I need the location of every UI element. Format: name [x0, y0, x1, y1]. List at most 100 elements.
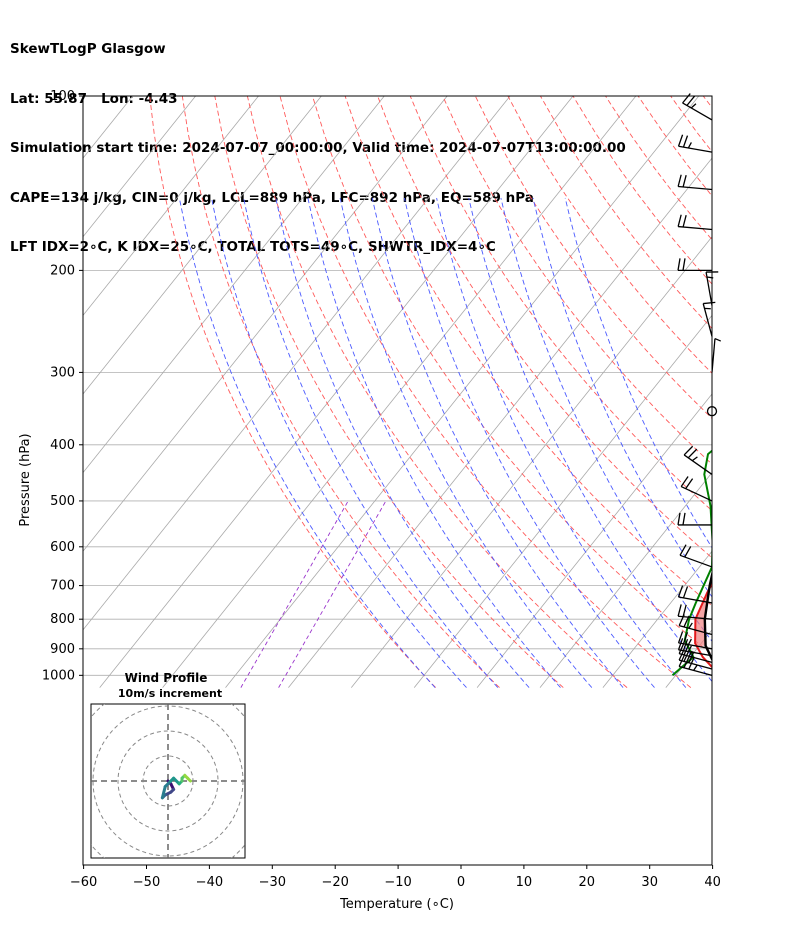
wind-barb-flag	[703, 301, 716, 305]
y-axis-label: Pressure (hPa)	[18, 433, 33, 526]
dry-adiabat-line	[702, 96, 712, 109]
wind-barb-flag	[682, 93, 691, 104]
dry-adiabat-line	[474, 96, 712, 420]
wind-barb-flag	[683, 445, 694, 456]
hodograph-subtitle: 10m/s increment	[118, 687, 222, 700]
x-tick-label: 10	[516, 875, 533, 890]
x-tick-label: 40	[704, 875, 721, 890]
wind-barb-flag	[679, 544, 687, 556]
hodograph-segment	[160, 785, 167, 800]
parcel-line	[703, 569, 712, 662]
dry-adiabat-line	[768, 96, 794, 688]
moist-adiabat-line	[243, 197, 499, 688]
isotherm-line	[162, 96, 637, 688]
calm-wind-circle	[706, 406, 718, 417]
moist-adiabat-line	[307, 197, 561, 688]
hodograph-ring	[142, 755, 194, 807]
wind-barb-shaft	[679, 554, 713, 568]
moist-adiabat-line	[403, 197, 655, 688]
wind-barb-shaft	[680, 485, 713, 502]
wind-barb-flag	[691, 456, 698, 462]
wind-barb-shaft	[678, 185, 713, 191]
wind-barb-flag	[682, 512, 686, 526]
wind-barb-shaft	[678, 615, 713, 620]
moist-adiabat-line	[211, 197, 467, 688]
isotherm-line	[83, 96, 511, 631]
moist-adiabat-line	[371, 197, 624, 688]
cin-area	[695, 573, 712, 646]
wind-barb-flag	[682, 215, 687, 228]
isotherm-line	[83, 96, 134, 159]
indices-line-1: CAPE=134 j/kg, CIN=0 j/kg, LCL=889 hPa, …	[10, 189, 534, 206]
wind-barb-shaft	[683, 454, 713, 475]
y-tick-label: 400	[50, 438, 75, 453]
plot-frame	[82, 95, 713, 866]
wind-barb-flag	[706, 276, 714, 279]
isotherm-line	[351, 236, 712, 688]
indices-line-2: LFT IDX=2∘C, K IDX=25∘C, TOTAL TOTS=49∘C…	[10, 239, 496, 255]
temperature-line	[694, 581, 712, 669]
x-tick-label: 30	[641, 875, 658, 890]
dewpoint-line	[671, 449, 712, 677]
isotherm-line	[729, 96, 794, 688]
dry-adiabat-line	[540, 96, 712, 330]
dry-adiabat-line	[605, 96, 712, 241]
x-axis-label: Temperature (∘C)	[339, 897, 454, 912]
hodograph-segment	[186, 776, 192, 783]
dry-adiabat-line	[279, 96, 692, 688]
wind-barb-flag	[686, 95, 696, 106]
moist-adiabat-line	[564, 197, 712, 549]
dry-adiabat-line	[409, 96, 712, 512]
wind-barb-flag	[677, 631, 684, 644]
moist-adiabat-line	[500, 197, 712, 642]
isotherm-line	[288, 157, 712, 688]
wind-barb-shaft	[678, 145, 713, 153]
chart-title: SkewTLogP Glasgow	[10, 41, 166, 57]
wind-barb-flag	[677, 638, 684, 651]
wind-barb-flag	[687, 638, 692, 645]
wind-barb-flag	[677, 134, 684, 147]
y-tick-label: 100	[50, 89, 75, 104]
wind-barb-shaft	[678, 625, 713, 636]
wind-barb-flag	[693, 664, 698, 671]
wind-barb-flag	[682, 175, 687, 188]
wind-barb-shaft	[678, 665, 713, 676]
wind-barb-shaft	[678, 652, 713, 664]
y-tick-label: 300	[50, 365, 75, 380]
hodograph-title: Wind Profile	[125, 671, 208, 685]
moist-adiabat-line	[436, 197, 687, 688]
moist-adiabat-line	[339, 197, 593, 688]
moist-adiabat-line	[275, 197, 530, 688]
wind-barb-flag	[690, 103, 697, 109]
wind-barb-shaft	[678, 649, 713, 657]
dry-adiabat-line	[442, 96, 712, 465]
y-tick-label: 600	[50, 540, 75, 555]
dry-adiabat-line	[637, 96, 712, 197]
moist-adiabat-line	[178, 197, 436, 688]
wind-barb-shaft	[711, 338, 716, 373]
wind-barb-flag	[680, 476, 689, 487]
x-tick-label: −50	[133, 875, 160, 890]
isotherm-line	[83, 96, 322, 395]
wind-barb-flag	[677, 174, 682, 187]
wind-barb-shaft	[678, 642, 713, 650]
cape-area	[719, 96, 794, 542]
isotherm-line	[99, 96, 574, 688]
time-line: Simulation start time: 2024-07-07_00:00:…	[10, 140, 626, 156]
wind-barb-flag	[682, 604, 687, 617]
isotherm-line	[83, 96, 196, 238]
wind-barb-flag	[683, 643, 690, 656]
wind-barb-flag	[677, 585, 684, 598]
wind-barb-flag	[687, 142, 692, 149]
hodograph-ring	[117, 730, 219, 832]
wind-barb-flag	[685, 478, 694, 490]
y-tick-label: 700	[50, 579, 75, 594]
x-tick-label: −30	[259, 875, 286, 890]
dry-adiabat-line	[377, 96, 712, 559]
isotherm-line	[83, 96, 448, 552]
wind-barb-flag	[677, 604, 682, 617]
wind-barb-flag	[714, 337, 722, 342]
x-tick-label: −10	[384, 875, 411, 890]
dry-adiabat-line	[736, 96, 794, 688]
